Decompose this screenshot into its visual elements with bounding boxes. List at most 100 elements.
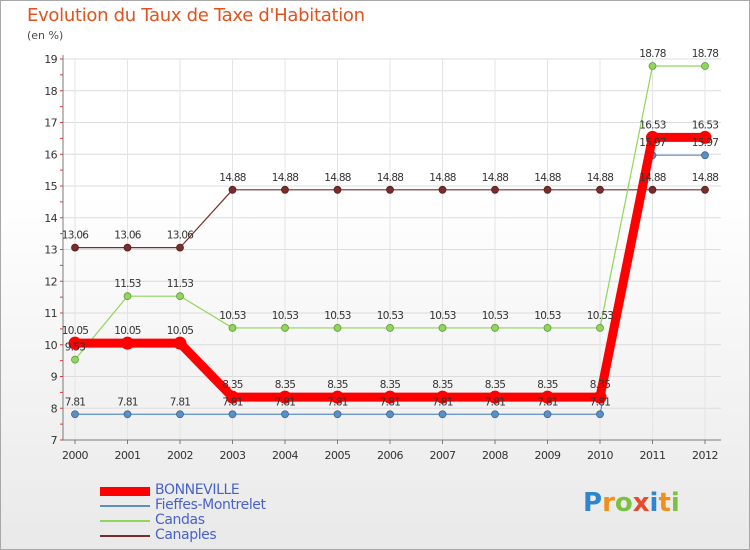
data-point (71, 243, 79, 252)
data-label: 10.53 (272, 310, 299, 322)
data-label: 8.35 (590, 379, 611, 391)
y-tick-label: 13 (44, 244, 57, 257)
data-label: 13.06 (114, 230, 142, 242)
data-label: 8.35 (380, 379, 401, 391)
data-point (333, 410, 342, 419)
data-label: 14.88 (219, 172, 246, 184)
data-label: 7.81 (432, 396, 453, 408)
data-point (68, 336, 82, 350)
y-tick-label: 7 (51, 434, 58, 447)
data-point (648, 62, 657, 70)
data-label: 7.81 (275, 396, 296, 408)
legend-label: BONNEVILLE (155, 482, 240, 498)
y-tick-label: 8 (51, 402, 58, 415)
data-label: 10.53 (534, 310, 561, 322)
legend-swatch (100, 505, 150, 507)
data-label: 7.81 (380, 396, 401, 408)
data-label: 11.53 (167, 278, 194, 290)
data-label: 7.81 (65, 396, 86, 408)
data-label: 18.78 (639, 48, 666, 60)
data-label: 7.81 (590, 396, 611, 408)
legend-label: Fieffes-Montrelet (155, 497, 266, 513)
data-label: 14.88 (377, 172, 404, 184)
data-point (71, 355, 79, 364)
data-label: 14.88 (534, 172, 561, 184)
data-point (331, 390, 344, 404)
data-label: 16.53 (639, 119, 666, 131)
data-label: 13.06 (62, 230, 90, 242)
data-point (438, 410, 447, 419)
data-point (173, 336, 187, 350)
y-tick-label: 15 (44, 180, 57, 193)
data-point (71, 410, 79, 419)
y-tick-label: 14 (44, 212, 57, 225)
data-point (543, 185, 552, 194)
data-label: 10.05 (62, 325, 89, 337)
data-point (596, 410, 604, 419)
data-label: 13.06 (167, 230, 195, 242)
data-point (281, 410, 289, 419)
data-point (226, 390, 239, 404)
data-point (491, 324, 499, 332)
y-tick-label: 18 (44, 85, 57, 98)
y-tick-label: 11 (44, 307, 57, 320)
data-label: 7.81 (170, 396, 191, 408)
data-point (701, 185, 709, 194)
data-label: 8.35 (327, 379, 348, 391)
data-label: 8.35 (432, 379, 453, 391)
data-label: 14.88 (429, 172, 456, 184)
y-tick-label: 16 (44, 148, 57, 161)
data-point (228, 185, 237, 194)
data-label: 9.53 (65, 342, 86, 354)
data-point (123, 243, 132, 252)
data-point (281, 185, 289, 194)
data-label: 7.81 (537, 396, 558, 408)
data-point (333, 185, 342, 194)
unit-label: (en %) (27, 29, 64, 42)
data-point (176, 292, 184, 301)
data-point (596, 324, 604, 332)
x-tick-label: 2006 (377, 449, 403, 462)
data-point (123, 410, 132, 419)
data-point (176, 243, 184, 252)
data-label: 10.53 (377, 310, 404, 322)
data-label: 14.88 (692, 172, 719, 184)
data-point (281, 324, 289, 332)
y-tick-label: 12 (44, 275, 57, 288)
legend-label: Canaples (155, 527, 217, 543)
data-label: 15.97 (639, 137, 666, 149)
data-label: 7.81 (327, 396, 348, 408)
x-tick-label: 2001 (115, 449, 141, 462)
x-tick-label: 2008 (482, 449, 508, 462)
data-point (488, 390, 502, 404)
data-point (438, 324, 447, 332)
data-point (383, 390, 397, 404)
data-label: 11.53 (114, 278, 141, 290)
data-point (491, 410, 499, 419)
legend-label: Candas (155, 512, 205, 528)
data-point (701, 62, 709, 70)
data-point (228, 324, 237, 332)
data-label: 14.88 (324, 172, 351, 184)
x-tick-label: 2004 (272, 449, 298, 462)
x-tick-label: 2003 (220, 449, 246, 462)
data-label: 7.81 (485, 396, 506, 408)
legend-swatch (100, 535, 150, 537)
data-point (438, 185, 447, 194)
data-label: 10.53 (587, 310, 614, 322)
y-tick-label: 17 (44, 117, 57, 130)
x-tick-label: 2011 (640, 449, 666, 462)
x-tick-label: 2010 (587, 449, 613, 462)
proxiti-logo: Proxiti (583, 488, 680, 518)
data-label: 14.88 (272, 172, 299, 184)
data-point (176, 410, 184, 419)
data-point (123, 292, 132, 301)
x-tick-label: 2012 (692, 449, 718, 462)
data-label: 8.35 (275, 379, 296, 391)
data-label: 10.53 (429, 310, 456, 322)
data-point (646, 130, 659, 144)
y-tick-label: 9 (51, 371, 58, 384)
data-point (121, 336, 134, 350)
data-point (698, 130, 712, 144)
legend-swatch (100, 520, 150, 522)
